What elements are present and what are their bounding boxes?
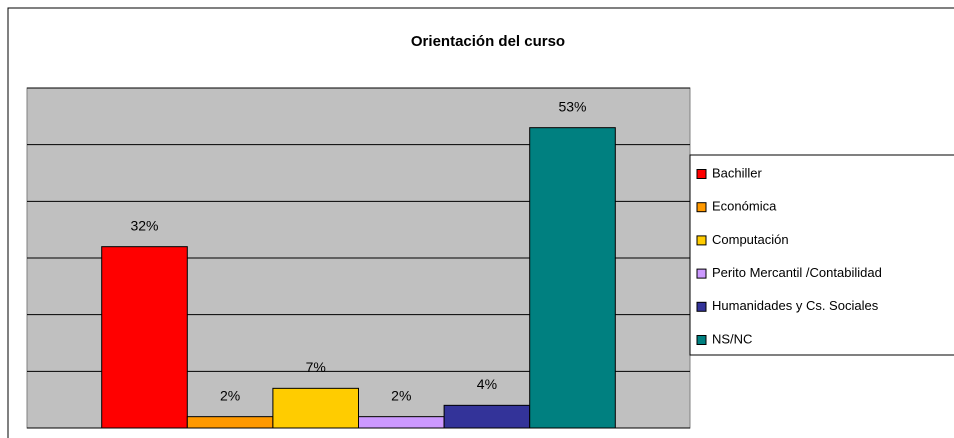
bar bbox=[529, 127, 616, 429]
data-label: 53% bbox=[558, 98, 586, 114]
legend-swatch bbox=[696, 335, 707, 345]
legend-swatch bbox=[696, 169, 707, 179]
legend-swatch bbox=[696, 202, 707, 213]
legend-label: Económica bbox=[712, 199, 777, 214]
bar bbox=[358, 416, 445, 429]
data-label: 7% bbox=[306, 359, 326, 375]
legend-label: Computación bbox=[712, 232, 789, 247]
legend-swatch bbox=[696, 301, 707, 312]
bar bbox=[186, 416, 274, 429]
bar bbox=[443, 404, 531, 429]
data-label: 2% bbox=[220, 387, 240, 403]
chart-title: Orientación del curso bbox=[411, 33, 565, 50]
legend-label: Bachiller bbox=[712, 165, 763, 180]
data-label: 32% bbox=[130, 217, 158, 233]
data-label: 2% bbox=[391, 387, 411, 403]
legend-swatch bbox=[696, 235, 707, 246]
legend-swatch bbox=[696, 268, 707, 279]
legend-label: Perito Mercantil /Contabilidad bbox=[712, 265, 882, 280]
legend-label: NS/NC bbox=[712, 331, 752, 346]
legend-label: Humanidades y Cs. Sociales bbox=[712, 298, 879, 313]
bar bbox=[272, 387, 359, 429]
data-label: 4% bbox=[477, 376, 497, 392]
legend bbox=[689, 154, 954, 356]
bar bbox=[101, 246, 188, 429]
